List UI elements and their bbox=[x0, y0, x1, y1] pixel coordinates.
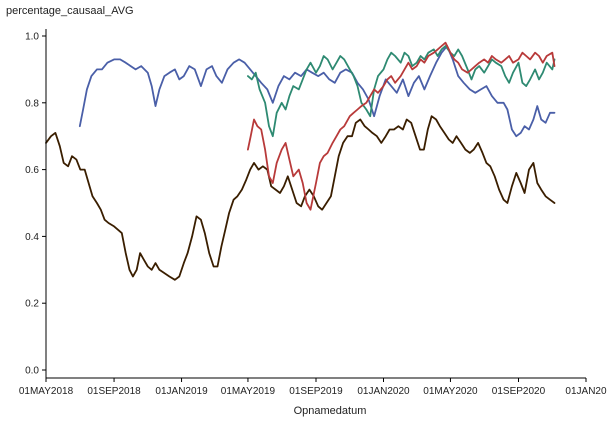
y-tick-label: 0.2 bbox=[25, 299, 39, 310]
y-axis-title: percentage_causaal_AVG bbox=[6, 5, 134, 17]
x-tick-label: 01JAN20 bbox=[565, 386, 607, 397]
series-line-3 bbox=[247, 45, 556, 138]
x-tick-label: 01SEP2019 bbox=[289, 386, 343, 397]
series-line-1 bbox=[45, 115, 556, 281]
series-line-4 bbox=[247, 41, 556, 211]
x-axis-title: Opnamedatum bbox=[294, 405, 367, 417]
y-tick-label: 0.6 bbox=[25, 165, 39, 176]
x-tick-label: 01MAY2018 bbox=[19, 386, 74, 397]
series-line-2 bbox=[78, 45, 556, 138]
y-tick-label: 1.0 bbox=[25, 32, 39, 43]
x-axis: 01MAY2018 01SEP2018 01JAN2019 01MAY2019 01SE… bbox=[19, 378, 607, 397]
x-tick-label: 01MAY2020 bbox=[423, 386, 478, 397]
y-axis: 0.0 0.2 0.4 0.6 0.8 1.0 bbox=[25, 32, 46, 377]
y-tick-label: 0.0 bbox=[25, 366, 39, 377]
x-tick-label: 01SEP2018 bbox=[87, 386, 141, 397]
x-tick-label: 01JAN2019 bbox=[155, 386, 208, 397]
x-tick-label: 01JAN2020 bbox=[357, 386, 410, 397]
y-tick-label: 0.8 bbox=[25, 98, 39, 109]
x-tick-label: 01MAY2019 bbox=[221, 386, 276, 397]
x-tick-label: 01SEP2020 bbox=[492, 386, 546, 397]
y-tick-label: 0.4 bbox=[25, 232, 39, 243]
series-group bbox=[45, 41, 556, 281]
